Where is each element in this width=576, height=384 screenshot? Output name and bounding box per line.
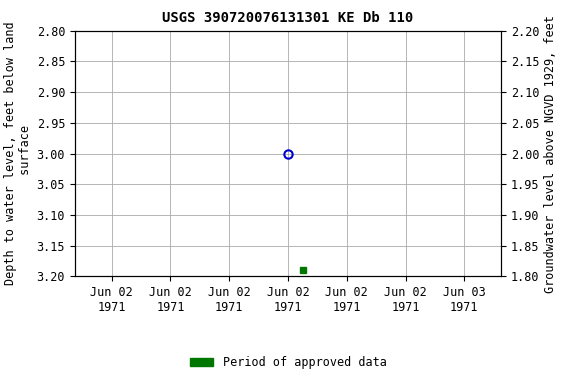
Y-axis label: Groundwater level above NGVD 1929, feet: Groundwater level above NGVD 1929, feet (544, 15, 556, 293)
Legend: Period of approved data: Period of approved data (185, 351, 391, 374)
Y-axis label: Depth to water level, feet below land
 surface: Depth to water level, feet below land su… (5, 22, 32, 285)
Title: USGS 390720076131301 KE Db 110: USGS 390720076131301 KE Db 110 (162, 12, 414, 25)
